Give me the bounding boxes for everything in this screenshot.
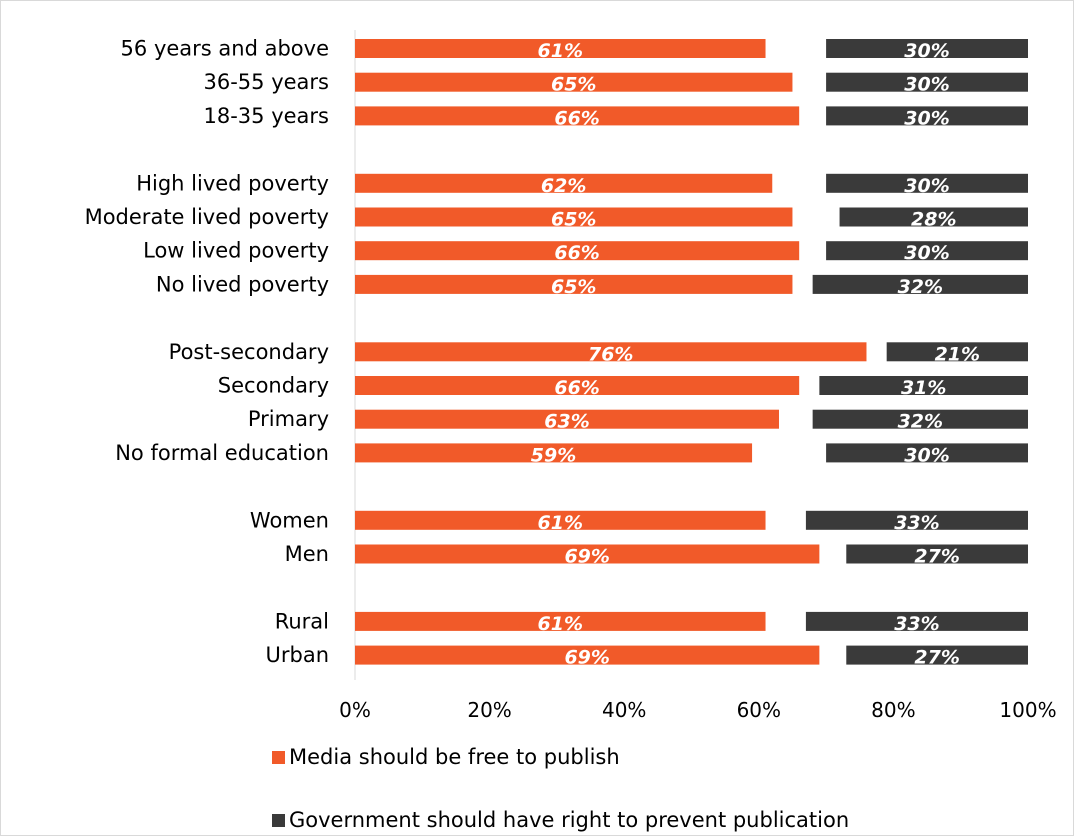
x-tick-label-1: 20% [467, 698, 511, 722]
data-label-government-prevent-low-lived-poverty: 30% [904, 242, 949, 264]
data-label-government-prevent-18-35-years: 30% [904, 107, 949, 129]
bar-government-prevent-women [805, 510, 1028, 530]
bar-government-prevent-rural [805, 611, 1028, 631]
category-label-no-formal-education: No formal education [115, 441, 329, 465]
bar-media-free-primary [355, 409, 779, 429]
bar-government-prevent-post-secondary [886, 342, 1028, 362]
data-label-media-free-56-years-and-above: 61% [538, 40, 583, 62]
data-label-media-free-moderate-lived-poverty: 65% [551, 209, 596, 231]
bar-government-prevent-primary [812, 409, 1028, 429]
legend-item-government-prevent: Government should have right to prevent … [272, 808, 849, 832]
data-label-media-free-no-lived-poverty: 65% [551, 276, 596, 298]
bar-government-prevent-no-lived-poverty [812, 274, 1028, 294]
bar-government-prevent-low-lived-poverty [826, 241, 1028, 261]
data-label-government-prevent-men: 27% [914, 546, 959, 568]
bar-government-prevent-36-55-years [826, 72, 1028, 92]
category-label-low-lived-poverty: Low lived poverty [143, 239, 329, 263]
data-label-media-free-post-secondary: 76% [588, 343, 633, 365]
category-label-rural: Rural [275, 609, 329, 633]
bar-government-prevent-56-years-and-above [826, 39, 1028, 58]
bar-government-prevent-no-formal-education [826, 443, 1028, 463]
data-label-media-free-urban: 69% [564, 647, 609, 669]
x-tick-label-2: 40% [602, 698, 646, 722]
data-label-government-prevent-primary: 32% [898, 411, 943, 433]
bar-media-free-post-secondary [355, 342, 867, 362]
data-label-government-prevent-urban: 27% [914, 647, 959, 669]
data-label-government-prevent-56-years-and-above: 30% [904, 40, 949, 62]
data-label-government-prevent-secondary: 31% [901, 377, 946, 399]
bar-media-free-no-formal-education [355, 443, 753, 463]
data-label-media-free-men: 69% [564, 546, 609, 568]
legend-swatch-media-free [272, 750, 285, 764]
category-label-36-55-years: 36-55 years [204, 70, 330, 94]
data-label-media-free-women: 61% [538, 512, 583, 534]
data-label-government-prevent-no-lived-poverty: 32% [898, 276, 943, 298]
bars-layer: 61% 30% 65% 30% 66% 30% 62% 30% 65% 28% 66% 30% 65% 3… [355, 39, 1028, 669]
x-tick-label-5: 100% [999, 698, 1056, 722]
category-label-post-secondary: Post-secondary [169, 340, 329, 364]
data-label-media-free-low-lived-poverty: 66% [554, 242, 599, 264]
data-label-media-free-high-lived-poverty: 62% [541, 175, 586, 197]
bar-media-free-36-55-years [355, 72, 793, 92]
bar-media-free-low-lived-poverty [355, 241, 800, 261]
legend-label-government-prevent: Government should have right to prevent … [289, 808, 850, 832]
data-label-media-free-36-55-years: 65% [551, 74, 596, 96]
data-label-government-prevent-women: 33% [894, 512, 939, 534]
bar-government-prevent-moderate-lived-poverty [839, 207, 1028, 227]
bar-government-prevent-18-35-years [826, 106, 1028, 126]
category-label-urban: Urban [265, 643, 329, 667]
bar-government-prevent-men [846, 544, 1028, 564]
data-label-government-prevent-moderate-lived-poverty: 28% [911, 209, 956, 231]
category-label-no-lived-poverty: No lived poverty [156, 272, 329, 296]
category-label-primary: Primary [248, 407, 329, 431]
category-label-high-lived-poverty: High lived poverty [136, 171, 329, 195]
bar-media-free-secondary [355, 376, 800, 395]
bar-media-free-no-lived-poverty [355, 274, 793, 294]
category-label-men: Men [285, 542, 329, 566]
bar-media-free-56-years-and-above [355, 39, 766, 58]
data-label-media-free-rural: 61% [538, 613, 583, 635]
category-label-56-years-and-above: 56 years and above [121, 37, 329, 61]
bar-media-free-urban [355, 645, 820, 665]
data-label-government-prevent-high-lived-poverty: 30% [904, 175, 949, 197]
data-label-media-free-18-35-years: 66% [554, 107, 599, 129]
category-label-moderate-lived-poverty: Moderate lived poverty [85, 205, 329, 229]
bar-media-free-18-35-years [355, 106, 800, 126]
x-axis-tick-labels: 0% 20% 40% 60% 80% 100% [339, 698, 1056, 722]
data-label-media-free-secondary: 66% [554, 377, 599, 399]
x-tick-label-4: 80% [871, 698, 915, 722]
data-label-media-free-primary: 63% [544, 411, 589, 433]
data-label-government-prevent-36-55-years: 30% [904, 74, 949, 96]
x-tick-label-3: 60% [737, 698, 781, 722]
bar-government-prevent-secondary [819, 376, 1028, 395]
bar-government-prevent-high-lived-poverty [826, 173, 1028, 193]
bar-media-free-rural [355, 611, 766, 631]
category-label-18-35-years: 18-35 years [204, 104, 330, 128]
bar-media-free-moderate-lived-poverty [355, 207, 793, 227]
bar-media-free-men [355, 544, 820, 564]
category-label-women: Women [250, 508, 329, 532]
bar-media-free-women [355, 510, 766, 530]
data-label-media-free-no-formal-education: 59% [531, 444, 576, 466]
bar-government-prevent-urban [846, 645, 1028, 665]
legend-item-media-free: Media should be free to publish [272, 745, 620, 769]
data-label-government-prevent-rural: 33% [894, 613, 939, 635]
x-tick-label-0: 0% [339, 698, 371, 722]
bar-media-free-high-lived-poverty [355, 173, 773, 193]
data-label-government-prevent-no-formal-education: 30% [904, 444, 949, 466]
legend-swatch-government-prevent [272, 813, 285, 827]
category-labels: 56 years and above 36-55 years 18-35 years… [85, 37, 329, 668]
category-label-secondary: Secondary [218, 374, 329, 398]
data-label-government-prevent-post-secondary: 21% [935, 343, 980, 365]
legend-label-media-free: Media should be free to publish [289, 745, 620, 769]
